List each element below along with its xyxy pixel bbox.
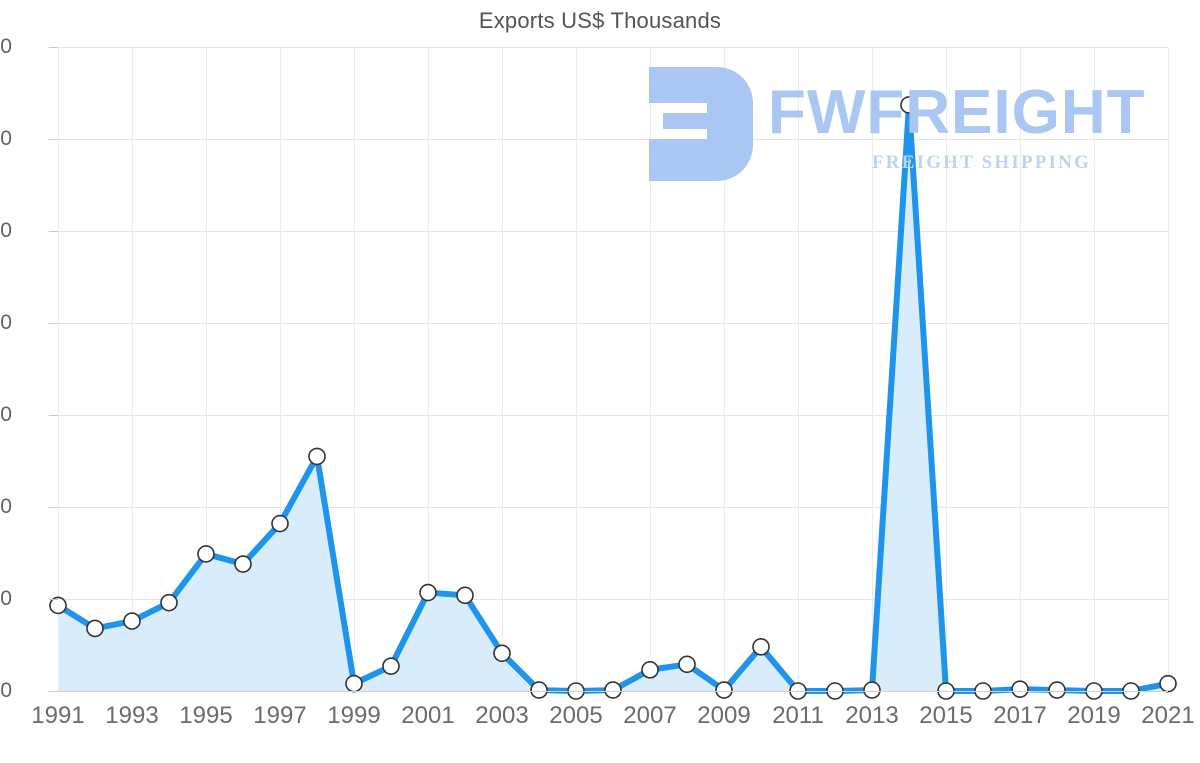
data-point-marker[interactable] (1048, 681, 1066, 699)
gridline-vertical (650, 47, 651, 691)
gridline-horizontal (58, 507, 1168, 508)
data-point-marker[interactable] (456, 586, 474, 605)
gridline-vertical (798, 47, 799, 691)
data-point-marker[interactable] (160, 593, 178, 612)
data-point-marker[interactable] (49, 596, 67, 615)
data-point-marker[interactable] (1159, 674, 1177, 693)
data-point-marker[interactable] (234, 555, 252, 573)
gridline-horizontal (58, 599, 1168, 600)
gridline-vertical (280, 47, 281, 691)
x-axis-tick-label: 2013 (845, 702, 899, 729)
data-point-marker[interactable] (86, 619, 104, 638)
y-axis-tick-label: 100 (0, 587, 12, 610)
gridline-vertical (58, 47, 59, 691)
x-axis-tick-label: 2019 (1067, 702, 1121, 729)
gridline-vertical (206, 47, 207, 691)
x-axis-tick-label: 1995 (179, 702, 233, 729)
data-point-marker[interactable] (382, 657, 400, 675)
data-point-marker[interactable] (752, 638, 770, 656)
data-point-marker[interactable] (900, 96, 918, 114)
gridline-vertical (576, 47, 577, 691)
x-axis-tick-label: 2017 (993, 702, 1047, 729)
x-axis-tick-label: 2003 (475, 702, 529, 729)
gridline-horizontal (58, 47, 1168, 48)
gridline-vertical (354, 47, 355, 691)
data-point-marker[interactable] (493, 644, 511, 663)
y-axis-tick-label: 0 (0, 679, 12, 702)
gridline-vertical (428, 47, 429, 691)
y-axis-tick-label: 500 (0, 219, 12, 242)
data-point-marker[interactable] (308, 447, 326, 466)
gridline-vertical (132, 47, 133, 691)
data-point-marker[interactable] (123, 612, 141, 630)
x-axis-tick-label: 1991 (31, 702, 85, 729)
x-axis-tick-label: 2007 (623, 702, 677, 729)
x-axis-tick-label: 1993 (105, 702, 159, 729)
y-axis-tick-label: 400 (0, 311, 12, 334)
gridline-vertical (1094, 47, 1095, 691)
data-point-marker[interactable] (271, 514, 289, 533)
gridline-vertical (946, 47, 947, 691)
gridline-vertical (1168, 47, 1169, 691)
y-axis-tick-mark (49, 415, 58, 416)
x-axis-tick-label: 2001 (401, 702, 455, 729)
y-axis-tick-label: 300 (0, 403, 12, 426)
gridline-vertical (1020, 47, 1021, 691)
y-axis-tick-mark (49, 599, 58, 600)
series-area-fill (58, 104, 1168, 691)
axis-baseline (58, 691, 1168, 692)
y-axis-tick-label: 700 (0, 35, 12, 58)
data-point-marker[interactable] (715, 681, 733, 699)
x-axis-tick-label: 2005 (549, 702, 603, 729)
gridline-vertical (872, 47, 873, 691)
y-axis-tick-mark (49, 231, 58, 232)
y-axis-tick-mark (49, 47, 58, 48)
plot-area (49, 47, 1177, 700)
y-axis-tick-mark (49, 507, 58, 508)
data-point-marker[interactable] (863, 681, 881, 699)
gridline-horizontal (58, 323, 1168, 324)
x-axis-tick-label: 2015 (919, 702, 973, 729)
gridline-vertical (724, 47, 725, 691)
y-axis-tick-mark (49, 323, 58, 324)
gridline-vertical (502, 47, 503, 691)
data-point-marker[interactable] (419, 583, 437, 602)
x-axis-tick-label: 1999 (327, 702, 381, 729)
x-axis-tick-label: 2009 (697, 702, 751, 729)
chart-title: Exports US$ Thousands (478, 8, 722, 33)
y-axis-tick-mark (49, 691, 58, 692)
data-point-marker[interactable] (197, 545, 215, 563)
data-point-marker[interactable] (1011, 680, 1029, 698)
y-axis-tick-mark (49, 139, 58, 140)
data-point-marker[interactable] (604, 681, 622, 699)
y-axis-tick-label: 200 (0, 495, 12, 518)
gridline-horizontal (58, 231, 1168, 232)
y-axis-tick-label: 600 (0, 127, 12, 150)
x-axis-tick-label: 1997 (253, 702, 307, 729)
data-point-marker[interactable] (345, 674, 363, 693)
data-point-marker[interactable] (530, 681, 548, 699)
x-axis-tick-label: 2011 (772, 702, 824, 729)
gridline-horizontal (58, 415, 1168, 416)
data-point-marker[interactable] (678, 655, 696, 674)
exports-series (49, 96, 1177, 700)
x-axis-tick-label: 2021 (1141, 702, 1195, 729)
gridline-horizontal (58, 139, 1168, 140)
data-point-marker[interactable] (641, 661, 659, 679)
